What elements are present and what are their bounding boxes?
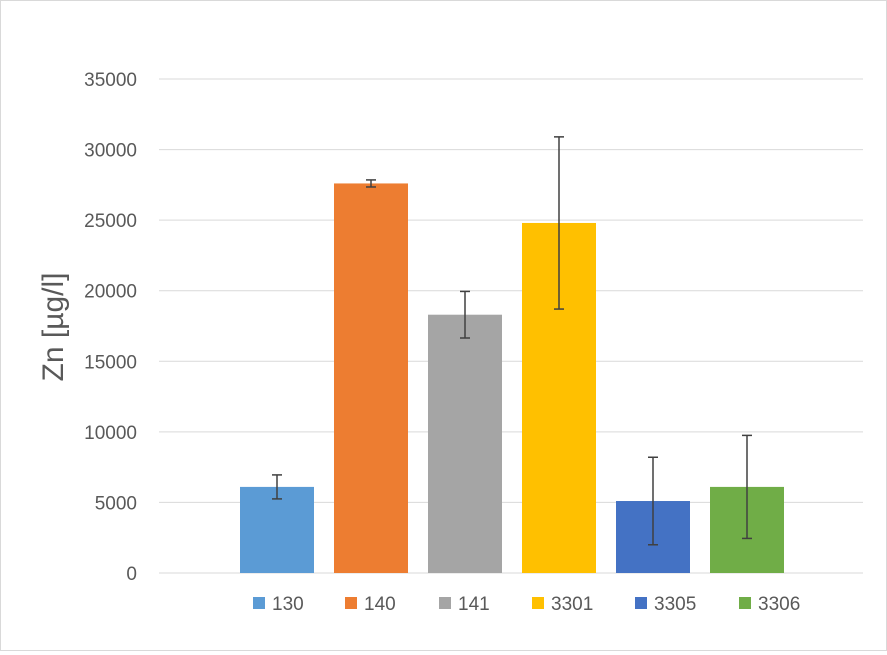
legend-label: 140 — [364, 594, 396, 615]
y-tick-label: 10000 — [84, 423, 137, 444]
bar-130 — [240, 486, 314, 573]
y-tick-label: 30000 — [84, 141, 137, 162]
bars — [240, 183, 784, 574]
legend-swatch — [439, 597, 451, 609]
legend-label: 141 — [458, 594, 490, 615]
legend-swatch — [739, 597, 751, 609]
error-bar-141 — [460, 290, 470, 339]
y-axis-label: Zn [µg/l] — [37, 273, 70, 382]
y-tick-label: 20000 — [84, 282, 137, 303]
error-bar-3306 — [742, 434, 752, 540]
error-bar-140 — [366, 179, 376, 188]
y-tick-label: 35000 — [84, 70, 137, 91]
legend-item-130: 130 — [253, 594, 304, 615]
legend-label: 3301 — [551, 594, 593, 615]
bar-141 — [428, 314, 502, 573]
bar-140 — [334, 183, 408, 573]
error-bar-130 — [272, 474, 282, 500]
error-bar-3305 — [648, 456, 658, 546]
legend-swatch — [532, 597, 544, 609]
error-bars — [272, 136, 752, 546]
legend: 130 140 141 3301 3305 3306 — [253, 594, 800, 615]
legend-label: 130 — [272, 594, 304, 615]
legend-swatch — [345, 597, 357, 609]
legend-swatch — [253, 597, 265, 609]
legend-item-140: 140 — [345, 594, 396, 615]
legend-item-3305: 3305 — [635, 594, 696, 615]
y-tick-label: 25000 — [84, 211, 137, 232]
error-bar-3301 — [554, 136, 564, 310]
legend-item-3301: 3301 — [532, 594, 593, 615]
y-tick-labels: 0 5000 10000 15000 20000 25000 30000 35000 — [84, 70, 137, 585]
y-tick-label: 15000 — [84, 352, 137, 373]
legend-swatch — [635, 597, 647, 609]
y-tick-label: 0 — [126, 564, 137, 585]
legend-item-3306: 3306 — [739, 594, 800, 615]
legend-item-141: 141 — [439, 594, 490, 615]
y-tick-label: 5000 — [95, 493, 137, 514]
legend-label: 3305 — [654, 594, 696, 615]
legend-label: 3306 — [758, 594, 800, 615]
